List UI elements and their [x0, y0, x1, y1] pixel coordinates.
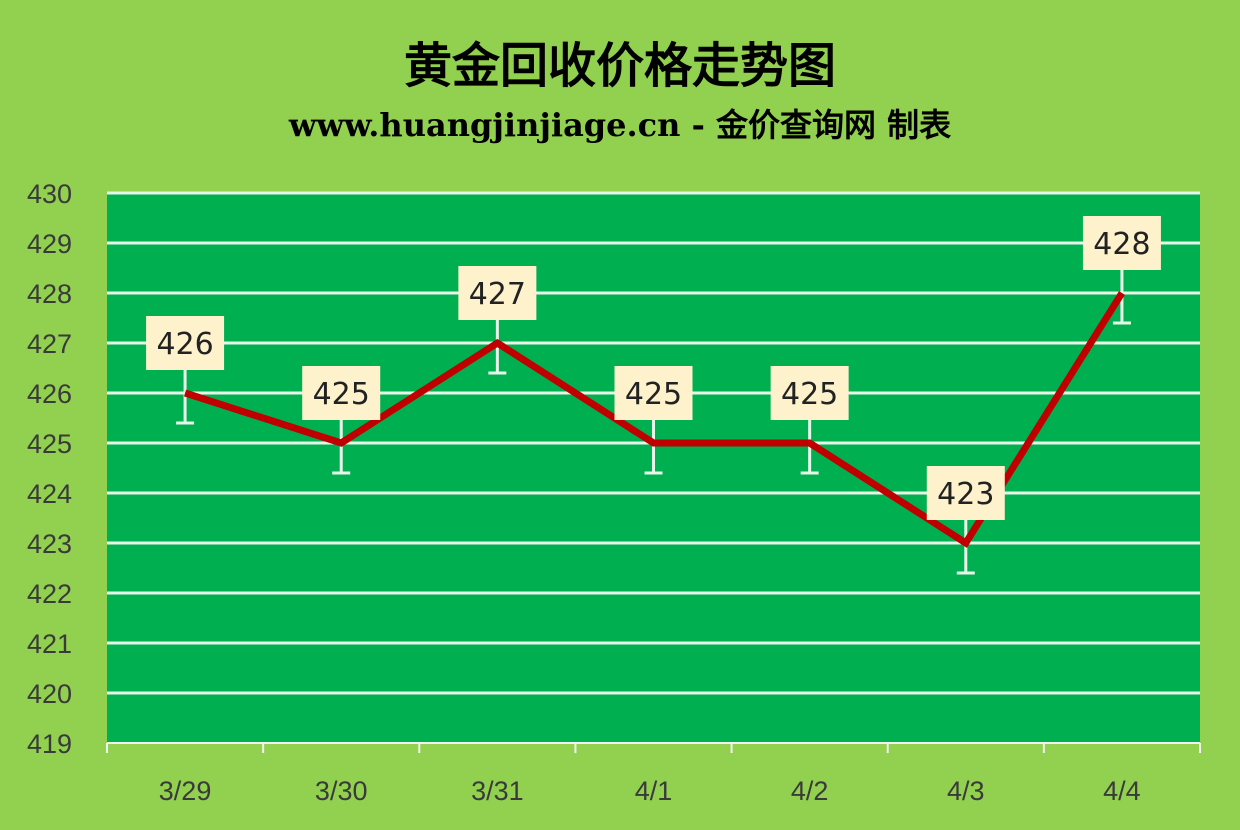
- x-tick-label: 4/1: [635, 776, 673, 806]
- x-tick-label: 4/3: [947, 776, 985, 806]
- y-tick-label: 425: [27, 429, 72, 459]
- series-line: [184, 291, 1125, 548]
- y-tick-label: 427: [27, 329, 72, 359]
- data-label-box: [302, 366, 381, 420]
- y-tick-label: 426: [27, 379, 72, 409]
- y-tick-label: 419: [27, 729, 72, 759]
- data-label: 427: [469, 277, 526, 312]
- data-label-box: [926, 466, 1005, 520]
- data-label-box: [770, 366, 849, 420]
- x-tick-label: 4/2: [791, 776, 829, 806]
- x-tick-label: 4/4: [1103, 776, 1141, 806]
- data-label: 425: [625, 377, 682, 412]
- data-label: 428: [1093, 227, 1150, 262]
- data-label: 425: [313, 377, 370, 412]
- y-tick-label: 421: [27, 629, 72, 659]
- data-label-box: [146, 316, 225, 370]
- y-tick-label: 420: [27, 679, 72, 709]
- data-label: 426: [156, 327, 213, 362]
- x-tick-label: 3/30: [315, 776, 368, 806]
- chart-subtitle: www.huangjinjiage.cn - 金价查询网 制表: [288, 106, 952, 144]
- y-tick-label: 423: [27, 529, 72, 559]
- y-tick-label: 424: [27, 479, 72, 509]
- y-tick-label: 428: [27, 279, 72, 309]
- data-label: 423: [937, 477, 994, 512]
- chart-title: 黄金回收价格走势图: [403, 38, 836, 94]
- x-tick-label: 3/31: [471, 776, 524, 806]
- data-label: 425: [781, 377, 838, 412]
- data-label-box: [614, 366, 693, 420]
- data-label-box: [458, 266, 537, 320]
- y-tick-label: 429: [27, 229, 72, 259]
- data-label-box: [1082, 216, 1161, 270]
- x-tick-label: 3/29: [159, 776, 212, 806]
- y-tick-label: 422: [27, 579, 72, 609]
- y-tick-label: 430: [27, 179, 72, 209]
